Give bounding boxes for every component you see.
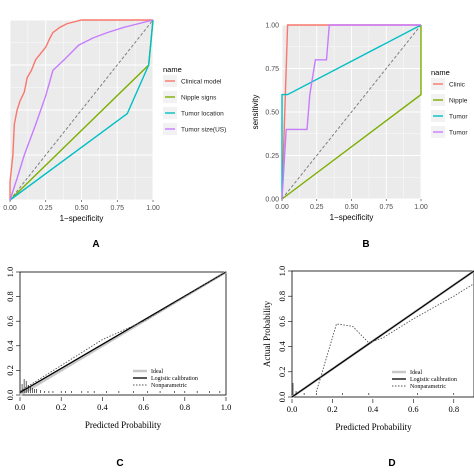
panel-B-ytick-label: 0.00 [265,197,279,204]
panel-B-y-axis-label: sensitivity [251,95,260,130]
panel-A-legend-title: name [163,65,182,74]
panel-D-ytick-label: 1.0 [277,266,287,277]
panel-B-xtick-label: 0.75 [379,204,393,211]
panel-A-xtick-label: 0.25 [39,205,53,212]
panel-B-ytick-label: 0.75 [265,66,279,73]
panel-A-legend-label-0: Clinical model [181,79,222,86]
panel-A-diagonal [9,19,154,201]
panel-letter-B: B [362,239,369,250]
panel-C-ytick-label: 0.2 [5,365,15,376]
panel-D-y-axis-label: Actual Probability [262,300,272,367]
panel-D-xtick-label: 0.4 [368,404,379,414]
panel-B-legend-label-3: Tumor [449,130,468,137]
panel-B-xtick-label: 0.00 [275,204,289,211]
panel-D-legend-label-0: Ideal [410,370,422,376]
panel-letter-A: A [92,239,99,250]
panel-letter-D: D [388,458,395,469]
panel-D-ytick-label: 0.2 [277,366,287,377]
panel-C-series-2-line [19,271,227,392]
panel-B-ytick-label: 0.25 [265,153,279,160]
panel-A-legend-label-3: Tumor size(US) [181,127,226,134]
panel-D-legend-label-2: Nonparametric [410,384,446,390]
panel-B-xtick-label: 0.50 [345,204,359,211]
panel-B-series-2-line [281,24,422,199]
panel-A-xtick-label: 0.75 [110,205,124,212]
panel-C-series-1-line [19,271,227,394]
panel-C-xtick-label: 0.2 [56,402,67,412]
panel-C-x-axis-label: Predicted Probability [85,420,162,430]
panel-A-series-0-line [9,19,153,200]
panel-C-legend-label-1: Logistic calibration [151,376,198,382]
panel-letter-C: C [116,458,123,469]
panel-B-ytick-label: 0.50 [265,110,279,117]
panel-A-x-axis-label: 1−specificity [60,214,104,223]
panel-A-xtick-label: 0.50 [75,205,89,212]
panel-B-ytick-label: 1.00 [265,23,279,30]
panel-D-ytick-label: 0.8 [277,291,287,302]
panel-C-xtick-label: 0.0 [15,402,26,412]
panel-C-ytick-label: 0.4 [5,340,15,351]
panel-C-legend-label-0: Ideal [151,369,163,375]
panel-C-xtick-label: 0.6 [138,402,149,412]
panel-B-diagonal [281,24,422,200]
panel-C-ytick-label: 0.8 [5,291,15,302]
panel-B-legend-label-0: Clinic [449,82,466,89]
panel-B-series-1-line [281,25,422,200]
panel-D-legend-label-1: Logistic calibration [410,377,457,383]
panel-B-legend-title: name [431,68,450,77]
panel-D-xtick-label: 0.0 [287,404,298,414]
panel-D-xtick-label: 0.2 [327,404,338,414]
panel-C-ytick-label: 0.6 [5,316,15,327]
panel-A-xtick-label: 0.00 [3,205,17,212]
panel-B-xtick-label: 1.00 [414,204,428,211]
panel-C-xtick-label: 0.4 [97,402,108,412]
panel-A-legend-label-2: Tumor location [181,111,224,118]
panel-D-ytick-label: 0.0 [277,392,287,403]
panel-D-xtick-label: 0.6 [408,404,419,414]
panel-D-frame [291,270,474,398]
panel-B-xtick-label: 0.25 [310,204,324,211]
panel-B-legend-label-1: Nipple [449,98,468,105]
panel-C-ytick-label: 0.0 [5,390,15,401]
panel-D-x-axis-label: Predicted Probability [335,422,412,432]
panel-C-ytick-label: 1.0 [5,267,15,278]
panel-D-xtick-label: 0.8 [448,404,459,414]
panel-A-series-2-line [9,19,154,201]
panel-C-xtick-label: 0.8 [179,402,190,412]
panel-D-ytick-label: 0.4 [277,341,287,352]
panel-A-xtick-label: 1.00 [146,205,160,212]
panel-C-frame [19,271,227,396]
panel-B-x-axis-label: 1−specificity [330,213,374,222]
panel-C-xtick-label: 1.0 [221,402,232,412]
panel-D-ytick-label: 0.6 [277,316,287,327]
panel-D-series-1-line [291,270,474,398]
panel-D-series-2-line [315,283,474,393]
panel-B-series-3-line [281,24,421,200]
panel-A-series-3-line [9,19,154,201]
panel-C-legend-label-2: Nonparametric [151,383,187,389]
panel-B-legend-label-2: Tumor [449,114,468,121]
panel-A-legend-label-1: Nipple signs [181,95,217,102]
